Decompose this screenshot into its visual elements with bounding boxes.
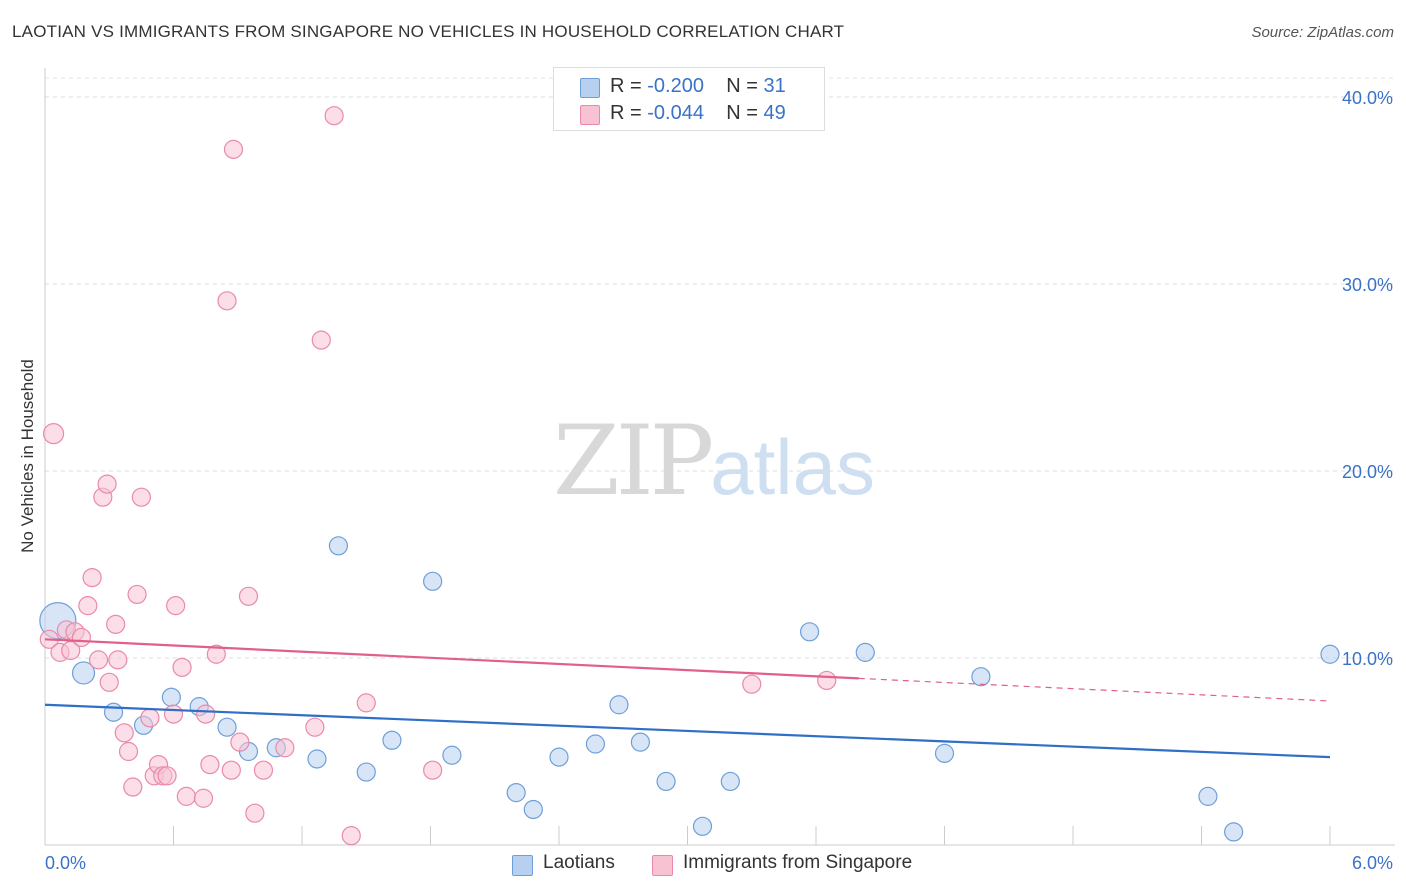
laotian-point-13 (423, 571, 443, 591)
laotian-point-1 (71, 661, 96, 685)
laotian-point-24 (799, 622, 820, 642)
laotian-point-27 (971, 667, 991, 687)
singapore-point-9 (88, 650, 109, 670)
y-tick-label-10: 10.0% (1342, 649, 1393, 669)
singapore-point-37 (238, 586, 259, 606)
singapore-trend-extension (858, 677, 1331, 702)
laotian-n-value: 31 (763, 75, 786, 97)
laotian-point-23 (720, 771, 740, 792)
laotian-point-17 (549, 747, 569, 767)
laotian-trend-line (44, 703, 1331, 759)
singapore-point-39 (253, 760, 274, 780)
laotian-point-10 (328, 536, 349, 556)
singapore-point-31 (200, 754, 220, 775)
singapore-point-47 (742, 674, 762, 694)
singapore-point-30 (196, 704, 216, 724)
singapore-point-6 (71, 627, 92, 648)
singapore-point-15 (114, 723, 134, 743)
singapore-n-value: 49 (763, 102, 786, 124)
singapore-point-19 (131, 487, 151, 507)
laotian-point-30 (1320, 644, 1340, 664)
watermark-zip: ZIP (553, 405, 714, 517)
singapore-point-28 (176, 786, 196, 806)
singapore-point-40 (275, 738, 295, 758)
singapore-legend-swatch (652, 855, 673, 876)
laotian-point-12 (382, 730, 402, 750)
singapore-point-44 (341, 826, 361, 846)
y-axis-label: No Vehicles in Household (18, 359, 37, 553)
singapore-point-38 (245, 803, 265, 823)
laotian-swatch (580, 78, 600, 98)
singapore-point-46 (423, 760, 443, 780)
laotian-point-26 (934, 743, 955, 763)
singapore-point-32 (206, 644, 226, 664)
laotian-r-label: R = (610, 75, 642, 97)
singapore-point-1 (42, 423, 65, 445)
singapore-point-18 (127, 584, 147, 605)
laotian-n-label: N = (726, 75, 758, 97)
laotians-swatch (512, 855, 533, 876)
singapore-point-36 (230, 732, 250, 752)
singapore-r-label: R = (610, 102, 642, 124)
laotian-point-22 (692, 816, 713, 836)
singapore-point-35 (223, 139, 244, 159)
singapore-swatch (580, 105, 600, 125)
singapore-trend-line (44, 638, 859, 680)
watermark-atlas: atlas (710, 423, 875, 511)
laotian-point-15 (506, 783, 526, 803)
singapore-point-24 (157, 766, 177, 786)
y-tick-label-30: 30.0% (1342, 275, 1393, 295)
laotian-point-25 (855, 642, 875, 662)
chart-title: LAOTIAN VS IMMIGRANTS FROM SINGAPORE NO … (12, 22, 845, 41)
singapore-point-27 (172, 657, 192, 677)
singapore-point-12 (99, 672, 119, 692)
correlation-legend: R = -0.200 N = 31 R = -0.044 N = 49 (553, 67, 825, 131)
singapore-point-20 (140, 708, 160, 728)
laotian-point-21 (656, 771, 676, 792)
singapore-point-8 (82, 567, 102, 588)
laotian-point-16 (523, 799, 543, 820)
laotian-point-29 (1224, 822, 1244, 842)
x-tick-label-max: 6.0% (1352, 853, 1393, 873)
singapore-n-label: N = (726, 102, 758, 124)
laotian-point-28 (1198, 786, 1218, 806)
singapore-point-17 (123, 777, 143, 797)
laotian-point-14 (442, 745, 462, 765)
laotian-point-11 (356, 762, 376, 782)
singapore-point-45 (356, 693, 376, 713)
singapore-point-43 (324, 106, 344, 126)
laotian-point-9 (307, 749, 327, 769)
singapore-point-41 (305, 717, 325, 737)
singapore-point-48 (817, 670, 837, 691)
singapore-point-25 (163, 704, 184, 724)
singapore-label: Immigrants from Singapore (683, 852, 913, 873)
series-legend: Laotians Immigrants from Singapore (0, 852, 1406, 878)
x-tick-label-min: 0.0% (45, 853, 86, 873)
y-tick-label-40: 40.0% (1342, 88, 1393, 108)
laotian-point-20 (630, 732, 650, 752)
watermark: ZIPatlas (553, 405, 875, 517)
singapore-point-11 (97, 474, 117, 494)
laotian-point-4 (161, 687, 181, 707)
singapore-point-34 (221, 760, 241, 780)
singapore-point-29 (193, 788, 214, 808)
laotian-point-6 (217, 717, 237, 737)
singapore-r-value: -0.044 (647, 102, 704, 124)
laotians-label: Laotians (543, 852, 615, 873)
singapore-point-33 (217, 291, 237, 311)
laotian-point-18 (585, 734, 606, 754)
y-tick-label-20: 20.0% (1342, 462, 1393, 482)
laotian-point-19 (609, 695, 629, 715)
laotian-point-2 (103, 702, 124, 722)
singapore-point-16 (118, 741, 139, 762)
singapore-point-7 (78, 596, 98, 616)
singapore-point-14 (108, 650, 128, 670)
singapore-point-26 (166, 596, 186, 616)
singapore-point-13 (106, 614, 126, 634)
source-label: Source: ZipAtlas.com (1251, 24, 1394, 41)
laotian-r-value: -0.200 (647, 75, 704, 97)
singapore-point-42 (311, 330, 331, 350)
